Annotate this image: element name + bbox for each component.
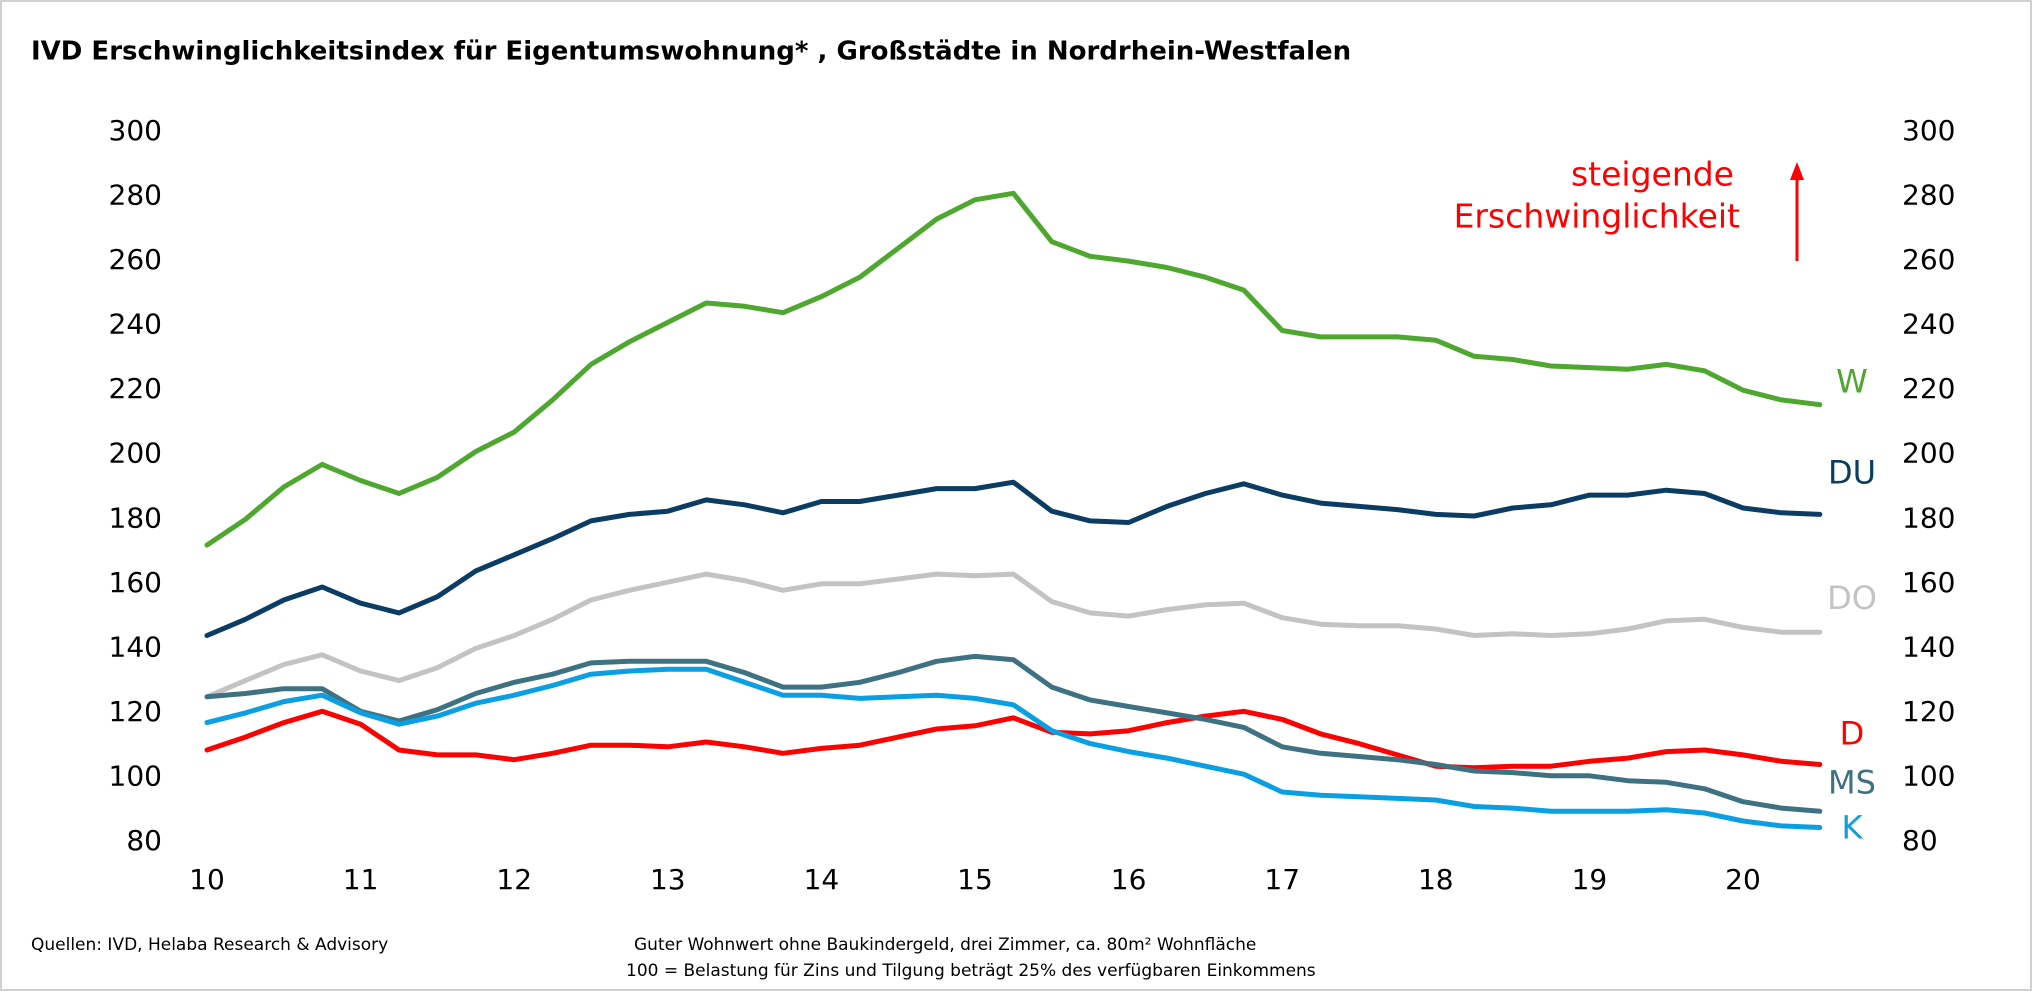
chart-title: IVD Erschwinglichkeitsindex für Eigentum…	[31, 37, 1351, 67]
y2-tick-label: 240	[1902, 308, 1955, 341]
series-line	[204, 571, 1823, 700]
y2-tick-label: 160	[1902, 566, 1955, 599]
y2-tick-label: 200	[1902, 437, 1955, 470]
x-tick-label: 20	[1725, 863, 1761, 896]
y2-tick-label: 180	[1902, 501, 1955, 534]
x-tick-label: 14	[804, 863, 840, 896]
series-label: DU	[1828, 453, 1876, 491]
y2-tick-label: 300	[1902, 114, 1955, 147]
x-tick-label: 17	[1264, 863, 1300, 896]
y-tick-label: 180	[109, 501, 162, 534]
y2-tick-label: 260	[1902, 243, 1955, 276]
y-tick-label: 80	[126, 824, 162, 857]
series-label: K	[1842, 808, 1864, 846]
series-label: W	[1836, 363, 1868, 401]
y-tick-label: 300	[109, 114, 162, 147]
y-tick-label: 260	[109, 243, 162, 276]
series-line	[204, 666, 1823, 830]
series-line	[204, 479, 1823, 638]
y-tick-label: 200	[109, 437, 162, 470]
series-line	[204, 708, 1823, 771]
x-tick-label: 16	[1111, 863, 1147, 896]
x-tick-label: 10	[189, 863, 225, 896]
y2-tick-label: 280	[1902, 179, 1955, 212]
footnote: 100 = Belastung für Zins und Tilgung bet…	[626, 961, 1316, 981]
series-label: D	[1840, 715, 1865, 753]
x-tick-label: 13	[650, 863, 686, 896]
y2-tick-label: 80	[1902, 824, 1938, 857]
annotation-arrowhead	[1790, 162, 1804, 180]
y-tick-label: 160	[109, 566, 162, 599]
x-tick-label: 15	[957, 863, 993, 896]
x-tick-label: 12	[496, 863, 532, 896]
annotation: steigende	[1571, 155, 1734, 194]
annotation: Erschwinglichkeit	[1454, 197, 1740, 236]
y2-tick-label: 140	[1902, 630, 1955, 663]
y2-tick-label: 120	[1902, 695, 1955, 728]
series-label: DO	[1827, 579, 1877, 617]
series-line	[204, 190, 1823, 548]
y-tick-label: 280	[109, 179, 162, 212]
y-tick-label: 240	[109, 308, 162, 341]
y2-tick-label: 220	[1902, 372, 1955, 405]
series-label: MS	[1828, 763, 1876, 801]
y2-tick-label: 100	[1902, 759, 1955, 792]
x-tick-label: 18	[1418, 863, 1454, 896]
series-line	[204, 653, 1823, 814]
footnote: Guter Wohnwert ohne Baukindergeld, drei …	[634, 935, 1256, 955]
y-tick-label: 220	[109, 372, 162, 405]
y-tick-label: 120	[109, 695, 162, 728]
x-tick-label: 11	[343, 863, 379, 896]
y-tick-label: 100	[109, 759, 162, 792]
footnote: Quellen: IVD, Helaba Research & Advisory	[31, 935, 388, 955]
x-tick-label: 19	[1572, 863, 1608, 896]
y-tick-label: 140	[109, 630, 162, 663]
